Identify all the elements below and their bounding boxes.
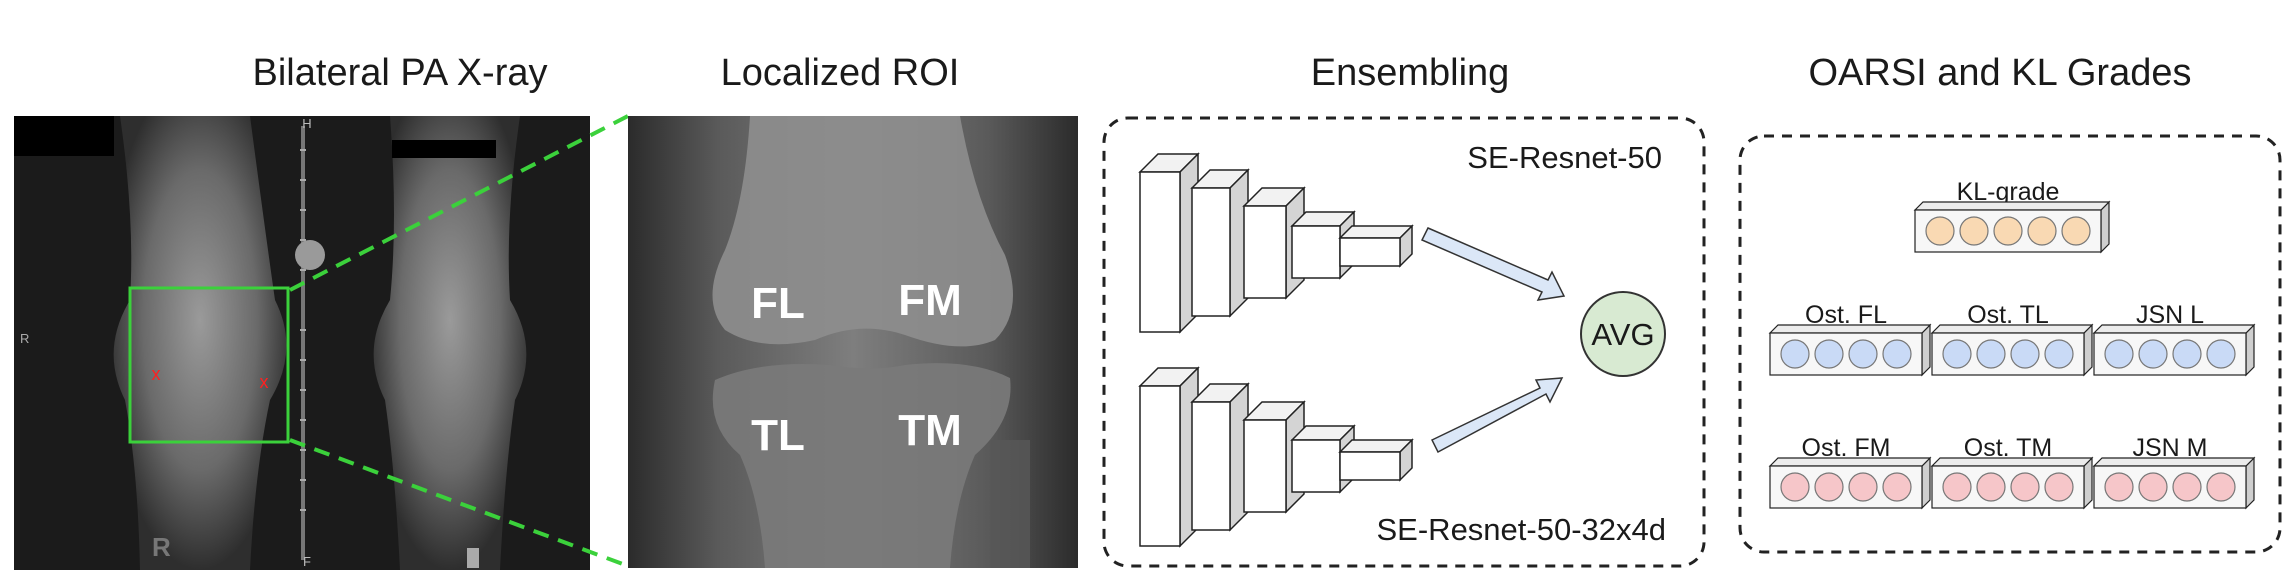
output-neuron xyxy=(1882,339,1912,369)
output-neuron xyxy=(1959,216,1989,246)
output-neuron xyxy=(2104,472,2134,502)
output-neuron xyxy=(1814,472,1844,502)
roi-label-tl: TL xyxy=(751,411,805,460)
output-neuron xyxy=(2138,339,2168,369)
medial-output: Ost. TM xyxy=(1930,434,2094,510)
model-top-label: SE-Resnet-50 xyxy=(1467,140,1662,175)
output-neuron xyxy=(1780,472,1810,502)
output-neuron xyxy=(1848,472,1878,502)
output-label: Ost. TL xyxy=(1967,301,2049,329)
output-label: JSN M xyxy=(2133,434,2208,462)
output-label: Ost. FM xyxy=(1802,434,1891,462)
kl-grade-output: KL-grade xyxy=(1913,178,2111,254)
landmark-left: x xyxy=(152,364,161,384)
network-top xyxy=(1138,152,1414,334)
output-label: Ost. FL xyxy=(1805,301,1887,329)
network-bottom xyxy=(1138,366,1414,548)
lateral-output: Ost. TL xyxy=(1930,301,2094,377)
layer-block xyxy=(1138,366,1200,548)
ruler-bottom-label: F xyxy=(303,554,311,569)
output-neuron xyxy=(2044,339,2074,369)
layer-block xyxy=(1190,382,1250,532)
output-neuron xyxy=(2104,339,2134,369)
output-neuron xyxy=(1925,216,1955,246)
layer-block xyxy=(1138,152,1200,334)
grades-title: OARSI and KL Grades xyxy=(1808,52,2192,94)
output-neuron xyxy=(1882,472,1912,502)
output-neuron xyxy=(2061,216,2091,246)
zoom-line-top xyxy=(289,114,629,292)
output-neuron xyxy=(2172,472,2202,502)
output-neuron xyxy=(2010,472,2040,502)
output-neuron xyxy=(1976,339,2006,369)
output-neuron xyxy=(1976,472,2006,502)
layer-block xyxy=(1338,224,1414,268)
output-label: Ost. TM xyxy=(1964,434,2052,462)
output-neuron xyxy=(1942,472,1972,502)
roi-label-fl: FL xyxy=(751,279,805,328)
arrow-bottom xyxy=(1430,377,1564,454)
landmark-right: x xyxy=(260,372,269,392)
xray-title: Bilateral PA X-ray xyxy=(252,52,548,94)
ruler-top-label: H xyxy=(302,116,311,131)
layer-block xyxy=(1338,438,1414,482)
ensembling-title: Ensembling xyxy=(1310,52,1510,94)
output-neuron xyxy=(2206,339,2236,369)
layer-block xyxy=(1190,168,1250,318)
output-neuron xyxy=(1780,339,1810,369)
model-bottom-label: SE-Resnet-50-32x4d xyxy=(1377,512,1667,547)
film-marker: R xyxy=(152,532,171,562)
arrow-top xyxy=(1420,227,1566,301)
roi-image xyxy=(628,116,1078,568)
xray-image: H F R R xyxy=(14,116,590,570)
output-neuron xyxy=(2138,472,2168,502)
output-label: KL-grade xyxy=(1957,178,2060,206)
film-marker-right xyxy=(467,548,479,568)
output-neuron xyxy=(2010,339,2040,369)
ensembling-frame xyxy=(1102,116,1706,568)
lateral-output: Ost. FL xyxy=(1768,301,1932,377)
output-neuron xyxy=(1993,216,2023,246)
output-neuron xyxy=(2044,472,2074,502)
output-neuron xyxy=(2206,472,2236,502)
roi-title: Localized ROI xyxy=(720,52,960,94)
output-label: JSN L xyxy=(2136,301,2204,329)
output-neuron xyxy=(1848,339,1878,369)
avg-node xyxy=(1580,291,1666,377)
output-neuron xyxy=(1942,339,1972,369)
zoom-line-bottom xyxy=(289,438,629,568)
output-neuron xyxy=(2172,339,2202,369)
avg-label: AVG xyxy=(1591,317,1654,352)
medial-output: Ost. FM xyxy=(1768,434,1932,510)
side-marker-label: R xyxy=(20,331,29,346)
output-neuron xyxy=(2027,216,2057,246)
roi-box xyxy=(128,286,290,444)
lateral-output: JSN L xyxy=(2092,301,2256,377)
output-neuron xyxy=(1814,339,1844,369)
roi-label-tm: TM xyxy=(898,406,962,455)
grades-outputs: KL-grade Ost. FL Ost. TL JSN L Ost. FM Ost. T… xyxy=(1768,178,2256,510)
roi-label-fm: FM xyxy=(898,276,962,325)
medial-output: JSN M xyxy=(2092,434,2256,510)
